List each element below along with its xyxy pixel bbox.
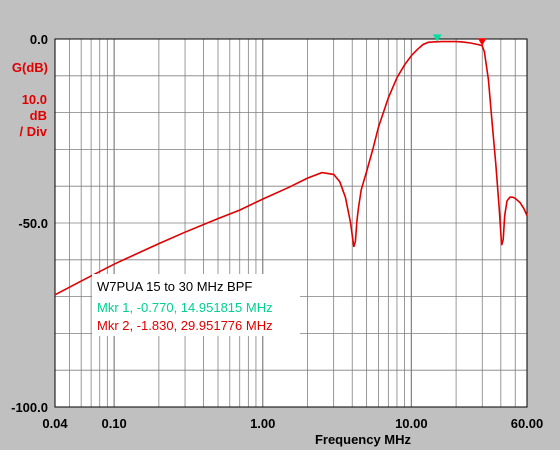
- x-tick-label: 0.04: [42, 416, 68, 431]
- y-scale-value: 10.0: [22, 92, 47, 107]
- x-tick-label: 1.00: [250, 416, 275, 431]
- y-tick-label: -50.0: [18, 216, 48, 231]
- marker-2-symbol: [477, 38, 487, 46]
- marker-1-symbol: [432, 34, 442, 42]
- plot-border: [54, 38, 528, 408]
- y-axis-label: G(dB): [12, 60, 48, 75]
- y-tick-labels: 0.0 -50.0 -100.0: [11, 32, 48, 415]
- x-tick-label: 60.00: [511, 416, 544, 431]
- x-axis-label: Frequency MHz: [315, 432, 412, 447]
- x-tick-label: 0.10: [101, 416, 126, 431]
- chart-title: W7PUA 15 to 30 MHz BPF: [97, 279, 252, 294]
- x-tick-labels: 0.04 0.10 1.00 10.00 60.00: [42, 416, 543, 431]
- grid: [55, 39, 527, 407]
- markers: [432, 34, 487, 46]
- y-tick-label: -100.0: [11, 400, 48, 415]
- series-line: [54, 40, 528, 296]
- marker-2-readout: Mkr 2, -1.830, 29.951776 MHz: [97, 318, 273, 333]
- y-scale-per-div: / Div: [20, 124, 48, 139]
- y-scale-unit: dB: [30, 108, 47, 123]
- y-tick-label: 0.0: [30, 32, 48, 47]
- legend-background: [92, 274, 300, 336]
- marker-1-readout: Mkr 1, -0.770, 14.951815 MHz: [97, 300, 273, 315]
- x-tick-label: 10.00: [395, 416, 428, 431]
